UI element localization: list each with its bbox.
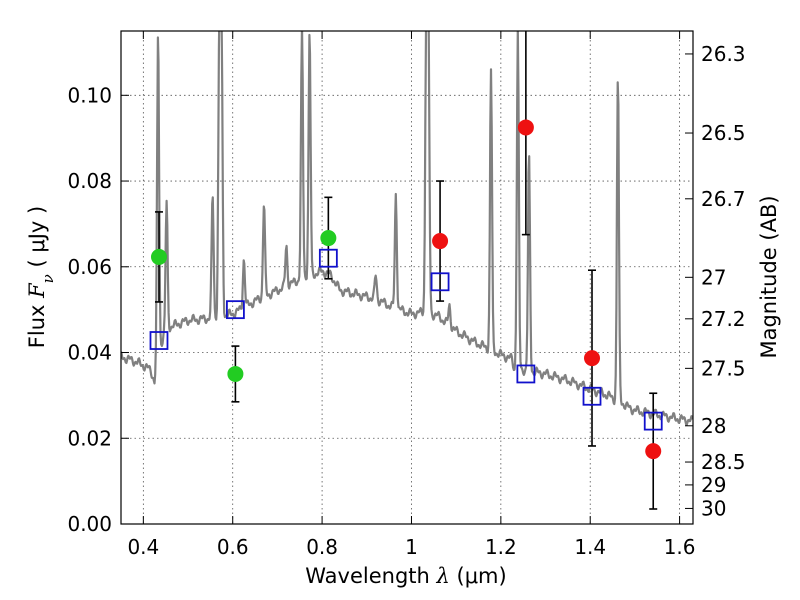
tick-labels: 0.4 0.6 0.8 1 1.2 1.4 1.6 0.00 0.02 0.04 0.06 0.08 0…	[67, 42, 745, 559]
model-photometry-square	[149, 331, 169, 350]
right-tick-label: 26.3	[701, 42, 746, 66]
right-tick-label: 26.5	[701, 121, 746, 145]
right-tick-label: 26.7	[701, 187, 746, 211]
right-tick-label: 29	[701, 473, 726, 497]
y-tick-label: 0.00	[67, 512, 112, 536]
x-tick-label: 1.4	[574, 535, 606, 559]
y-tick-label: 0.06	[67, 255, 112, 279]
x-tick-label: 0.4	[127, 535, 159, 559]
grid	[121, 31, 693, 525]
x-tick-label: 0.6	[217, 535, 249, 559]
model-photometry-square	[225, 300, 245, 320]
right-tick-label: 27	[701, 265, 726, 289]
x-tick-label: 0.8	[306, 535, 338, 559]
red-data-point	[645, 443, 662, 460]
right-tick-label: 30	[701, 496, 726, 520]
red-data-point	[517, 119, 534, 136]
y-tick-label: 0.04	[67, 341, 112, 365]
model-spectrum-line	[121, 31, 693, 426]
x-tick-label: 1	[405, 535, 418, 559]
model-spectrum	[121, 31, 693, 426]
model-photometry-square	[318, 248, 338, 268]
right-tick-label: 28	[701, 414, 726, 438]
model-photometry-square	[643, 411, 663, 431]
model-photometry-square	[582, 386, 602, 406]
red-data-point	[432, 233, 449, 250]
x-axis-title: Wavelength λ (μm)	[305, 564, 506, 588]
ticks	[121, 31, 693, 525]
model-photometry-square	[516, 364, 536, 384]
green-data-point	[227, 365, 244, 382]
right-tick-label: 27.5	[701, 356, 746, 380]
y-tick-label: 0.02	[67, 426, 112, 450]
right-tick-label: 27.2	[701, 307, 746, 331]
data-points	[149, 119, 663, 460]
green-data-point	[320, 230, 337, 247]
x-tick-label: 1.2	[485, 535, 517, 559]
model-photometry-square	[430, 272, 450, 292]
green-data-point	[150, 248, 167, 265]
red-data-point	[584, 350, 601, 367]
y-tick-label: 0.08	[67, 169, 112, 193]
y-axis-title: Flux Fν ( μJy )	[25, 206, 57, 348]
right-axis-title: Magnitude (AB)	[757, 195, 781, 358]
y-tick-label: 0.10	[67, 83, 112, 107]
right-tick-label: 28.5	[701, 450, 746, 474]
x-tick-label: 1.6	[664, 535, 696, 559]
